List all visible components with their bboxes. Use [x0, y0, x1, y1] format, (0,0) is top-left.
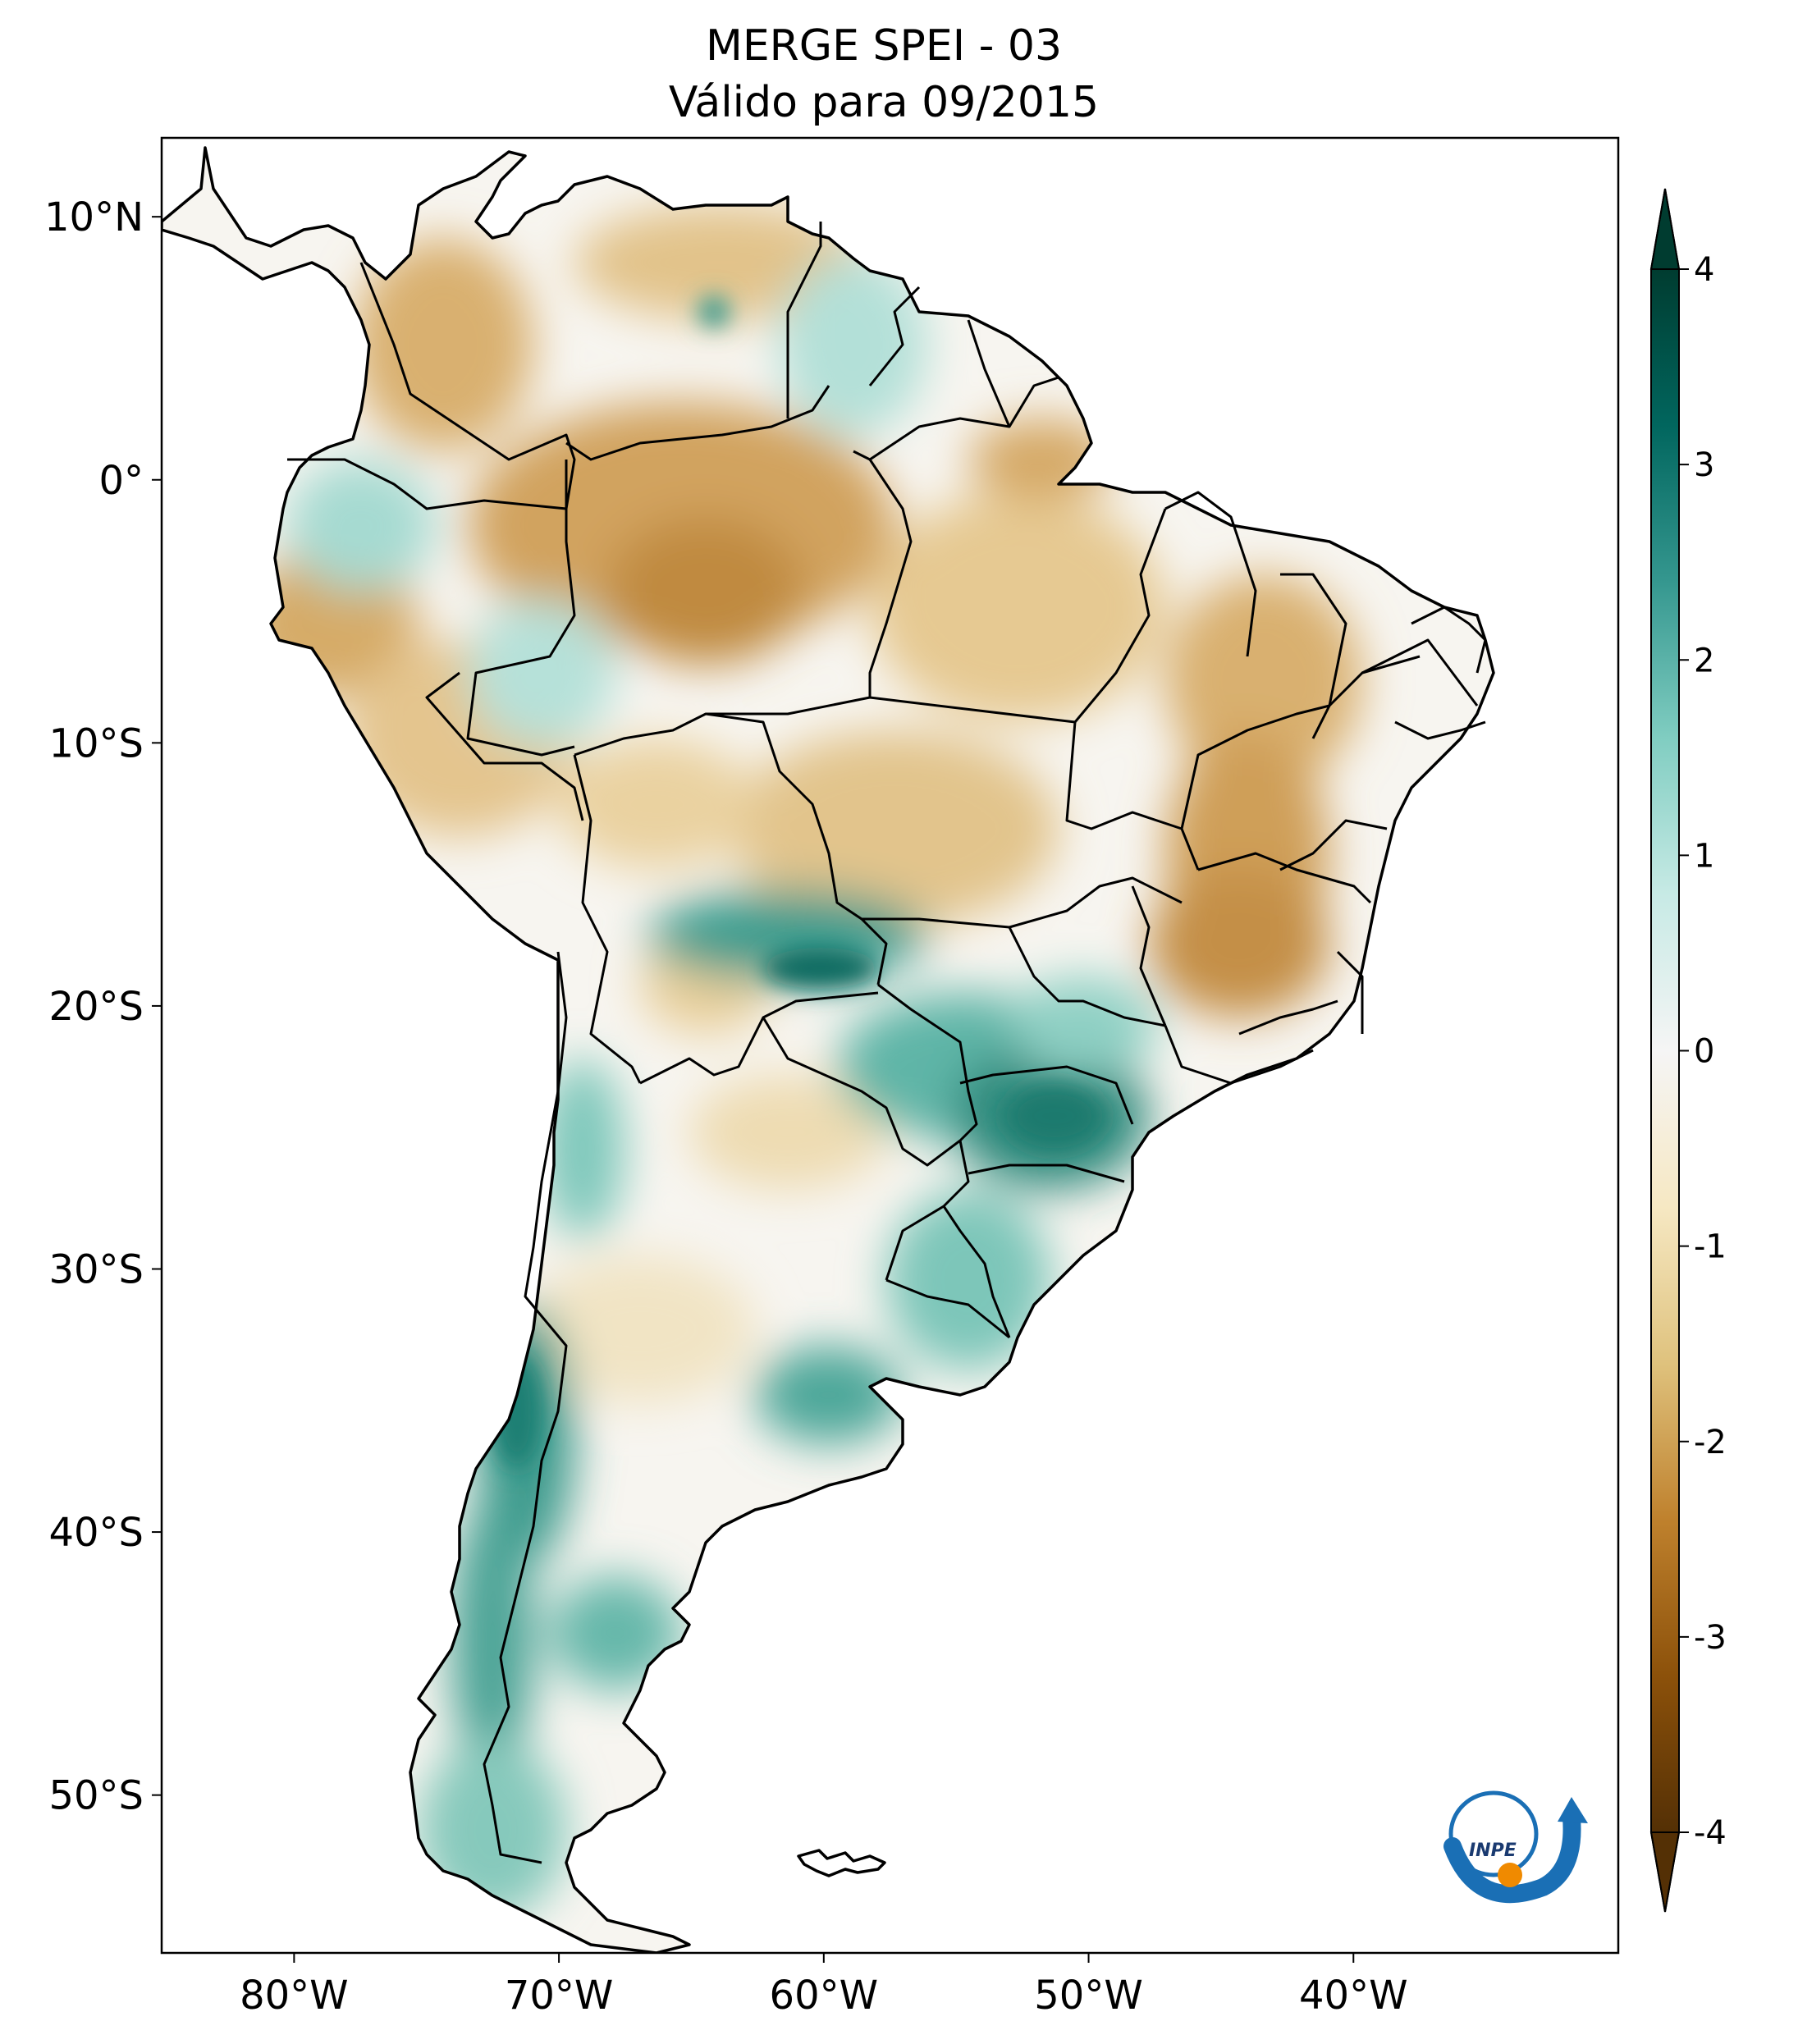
dry-region-maranhao — [1165, 574, 1362, 788]
dry-region-colombia — [353, 238, 533, 451]
wet-region-sao-paulo — [1009, 976, 1157, 1075]
x-tick-label: 70°W — [505, 1973, 614, 2019]
dry-region-argentina-north — [689, 1075, 886, 1190]
y-tick-label: 10°N — [44, 194, 144, 240]
y-tick-label: 10°S — [48, 720, 144, 766]
border-state-9 — [1008, 926, 1166, 1027]
border-state-12 — [1164, 1025, 1314, 1085]
wet-spot-venezuela — [698, 295, 730, 328]
border-bolivia-brazil — [574, 712, 888, 985]
colorbar-extend-min — [1649, 1831, 1681, 1913]
wet-core-bolivia — [763, 948, 878, 989]
dry-region-argentina-center — [525, 1255, 755, 1403]
wet-region-acre — [468, 599, 615, 747]
border-state-16 — [1411, 606, 1487, 674]
border-bolivia-peru-chile — [573, 754, 642, 1084]
wet-region-buenos-aires — [755, 1346, 903, 1444]
border-state-15 — [1361, 638, 1479, 706]
wet-region-andes-north — [542, 1059, 624, 1239]
border-state-20 — [1238, 999, 1338, 1036]
border-state-10 — [959, 1065, 1134, 1125]
border-chile-argentina — [483, 951, 568, 1864]
border-brazil-north — [565, 385, 830, 461]
wet-region-patagonia — [550, 1575, 681, 1690]
colorbar-tick-label: -2 — [1694, 1424, 1727, 1461]
border-state-8 — [862, 876, 1183, 929]
inpe-logo-dot — [1498, 1863, 1522, 1887]
border-state-18 — [1131, 885, 1167, 1027]
y-tick-label: 30°S — [48, 1246, 144, 1292]
colorbar-tick-label: -3 — [1694, 1619, 1727, 1657]
border-state-13 — [1279, 819, 1388, 871]
border-state-11 — [968, 1164, 1125, 1183]
colorbar-bar — [1651, 269, 1679, 1832]
colorbar-tick-label: 1 — [1694, 837, 1714, 875]
wet-core-parana — [1005, 1083, 1104, 1149]
y-tick-label: 50°S — [48, 1773, 144, 1819]
border-state-4 — [1164, 491, 1257, 657]
colorbar: 4 3 2 1 0 -1 -2 -3 -4 — [1649, 188, 1727, 1913]
colorbar-tick-label: -4 — [1694, 1814, 1727, 1852]
y-tick-label: 20°S — [48, 984, 144, 1030]
colorbar-tick-label: 0 — [1694, 1033, 1714, 1071]
inpe-logo: INPE — [1443, 1790, 1588, 1904]
inpe-logo-arrow — [1558, 1797, 1588, 1823]
colorbar-extend-max — [1649, 188, 1681, 270]
border-peru-brazil-2 — [425, 671, 584, 821]
border-state-17 — [1394, 720, 1486, 740]
border-state-19 — [1336, 950, 1364, 1034]
map-area: INPE — [162, 138, 1618, 1953]
falkland-islands — [797, 1849, 886, 1877]
map-title-line2: Válido para 09/2015 — [669, 78, 1099, 127]
x-tick-label: 40°W — [1299, 1973, 1408, 2019]
x-tick-label: 60°W — [770, 1973, 879, 2019]
border-state-3 — [1073, 508, 1167, 723]
wet-region-chile-south — [451, 1493, 533, 1789]
border-state-1 — [868, 459, 913, 697]
border-bolivia-argentina — [639, 991, 879, 1085]
dry-region-para — [870, 492, 1165, 722]
border-state-7 — [1197, 852, 1372, 904]
dry-region-bolivia — [558, 738, 755, 870]
border-suriname-fguiana — [967, 319, 1011, 428]
border-paraguay-brazil — [877, 983, 978, 1142]
map-title-line1: MERGE SPEI - 03 — [706, 21, 1062, 71]
border-paraguay-argentina — [762, 1017, 961, 1167]
y-tick-label: 40°S — [48, 1510, 144, 1556]
colorbar-ticks: 4 3 2 1 0 -1 -2 -3 -4 — [1679, 251, 1727, 1852]
border-peru-brazil — [466, 460, 576, 757]
spei-field — [238, 205, 1362, 1920]
wet-region-ecuador — [287, 460, 435, 591]
inpe-logo-swoosh — [1443, 1809, 1581, 1904]
border-guyana-suriname — [868, 286, 921, 386]
x-tick-label: 50°W — [1034, 1973, 1143, 2019]
dry-core-amazonas — [607, 517, 804, 665]
wet-region-guyana — [780, 254, 927, 435]
map-frame — [160, 136, 1620, 1955]
y-axis: 10°N 0° 10°S 20°S 30°S 40°S 50°S — [44, 194, 162, 1819]
border-uruguay-brazil — [885, 1278, 1010, 1339]
inpe-logo-text: INPE — [1469, 1841, 1517, 1861]
border-state-14 — [1280, 573, 1347, 739]
border-state-5 — [1065, 721, 1200, 871]
border-uruguay-east — [942, 1205, 1011, 1338]
border-colombia-ecuador — [287, 458, 567, 510]
colorbar-tick-label: 4 — [1694, 251, 1714, 289]
colorbar-tick-label: 3 — [1694, 446, 1714, 484]
dry-region-minas — [1149, 870, 1329, 1017]
border-state-2 — [706, 696, 1076, 724]
wet-region-uruguay — [886, 1190, 1050, 1370]
x-tick-label: 80°W — [240, 1973, 349, 2019]
dry-region-mato-grosso — [730, 730, 1059, 927]
colorbar-tick-label: 2 — [1694, 642, 1714, 679]
inpe-logo-ring — [1448, 1790, 1539, 1877]
border-colombia-venezuela — [359, 262, 576, 510]
coastline — [162, 146, 1495, 1953]
colorbar-tick-label: -1 — [1694, 1228, 1727, 1266]
y-tick-label: 0° — [98, 458, 144, 504]
x-axis: 80°W 70°W 60°W 50°W 40°W — [240, 1953, 1408, 2019]
border-venezuela-guyana — [786, 222, 822, 418]
country-borders — [287, 222, 1487, 1864]
